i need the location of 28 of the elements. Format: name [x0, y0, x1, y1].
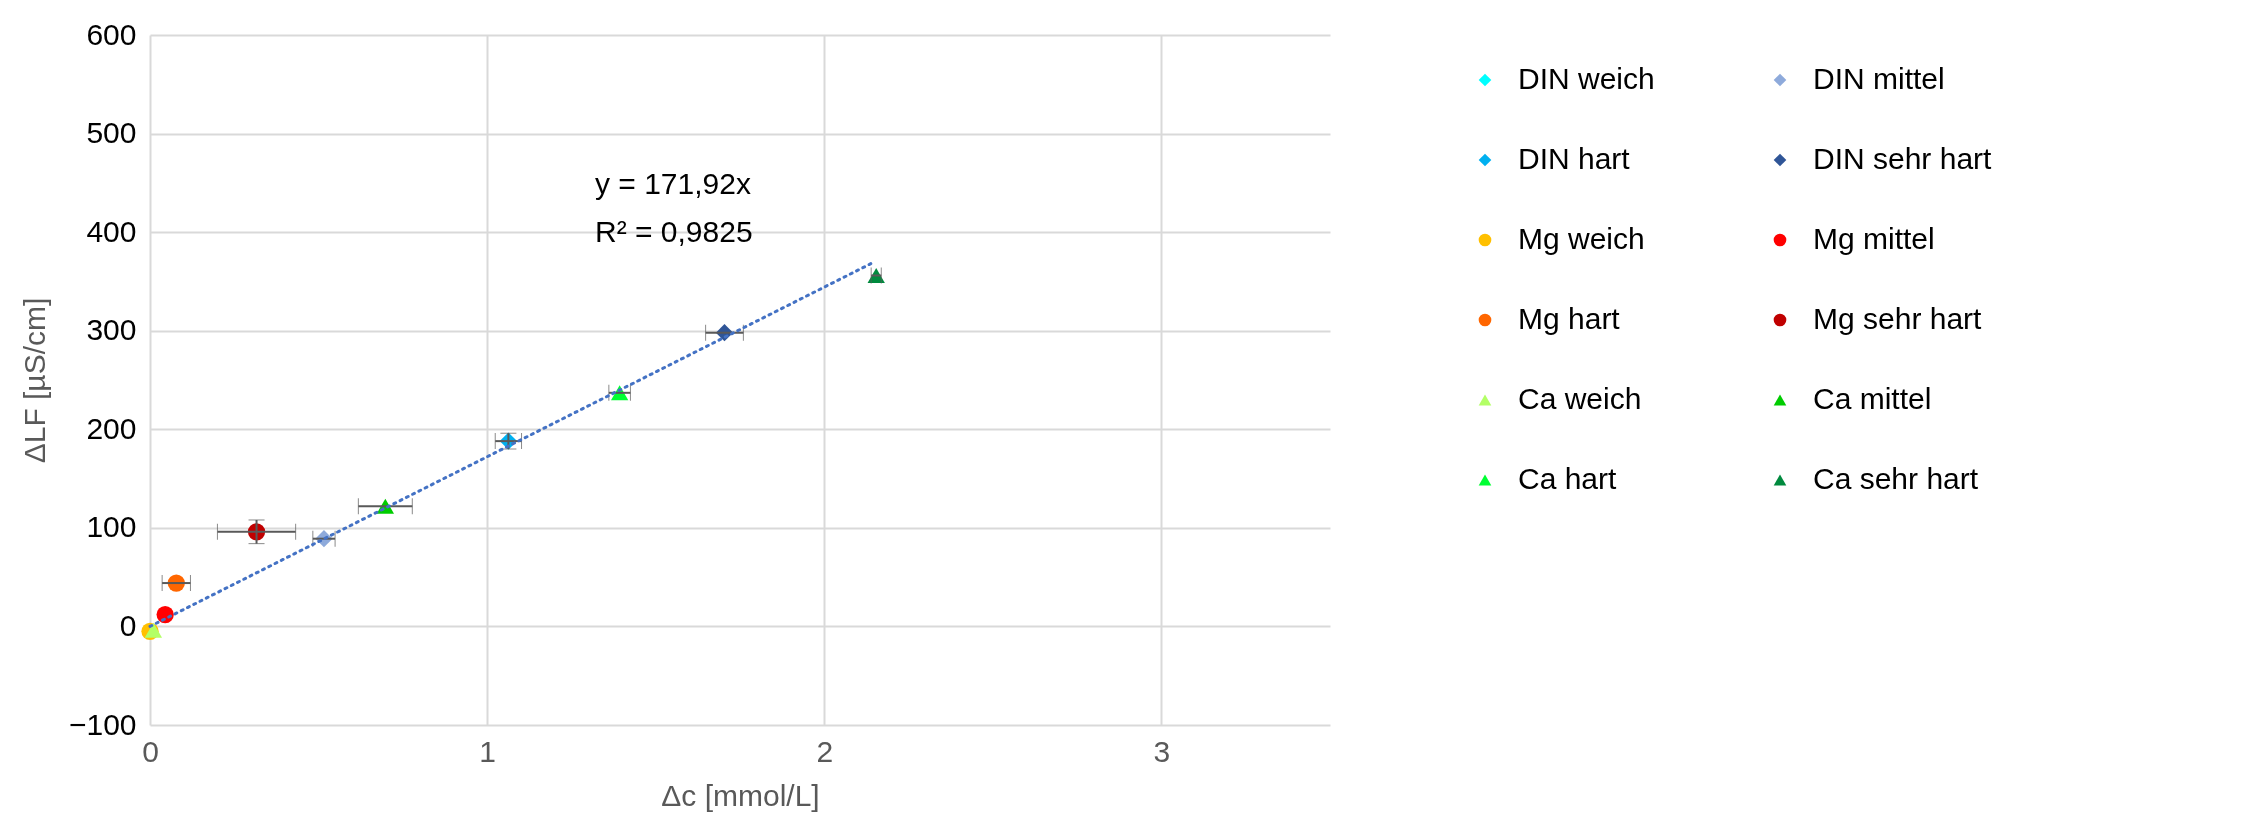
legend-label: DIN hart	[1518, 142, 1631, 175]
y-tick-label: 400	[86, 214, 137, 248]
annotation: y = 171,92x	[595, 167, 751, 200]
y-tick-label: 0	[119, 608, 137, 642]
legend-label: Ca mittel	[1813, 382, 1932, 415]
legend-label: DIN mittel	[1813, 62, 1945, 95]
x-tick-label: 1	[479, 734, 496, 768]
legend-label: Ca weich	[1518, 382, 1642, 415]
y-tick-label: 200	[86, 411, 137, 445]
y-tick-label: 600	[86, 17, 137, 51]
legend-label: Mg mittel	[1813, 222, 1935, 255]
x-tick-label: 3	[1153, 734, 1171, 768]
legend-label: Mg weich	[1518, 222, 1645, 255]
x-tick-label: 2	[816, 734, 834, 768]
annotation: R² = 0,9825	[595, 215, 753, 248]
legend-label: DIN weich	[1518, 62, 1655, 95]
legend-label: Mg hart	[1518, 302, 1621, 335]
legend-label: Ca sehr hart	[1813, 462, 1979, 495]
legend-label: Mg sehr hart	[1813, 302, 1983, 335]
y-axis-title: ΔLF [µS/cm]	[17, 297, 51, 464]
legend-label: Ca hart	[1518, 462, 1618, 495]
y-tick-label: 300	[86, 313, 137, 347]
y-tick-label: −100	[68, 707, 137, 741]
x-tick-label: 0	[142, 734, 159, 768]
y-tick-label: 500	[86, 116, 137, 150]
y-tick-label: 100	[86, 510, 137, 544]
x-axis-title: Δc [mmol/L]	[661, 778, 820, 812]
legend-label: DIN sehr hart	[1813, 142, 1993, 175]
